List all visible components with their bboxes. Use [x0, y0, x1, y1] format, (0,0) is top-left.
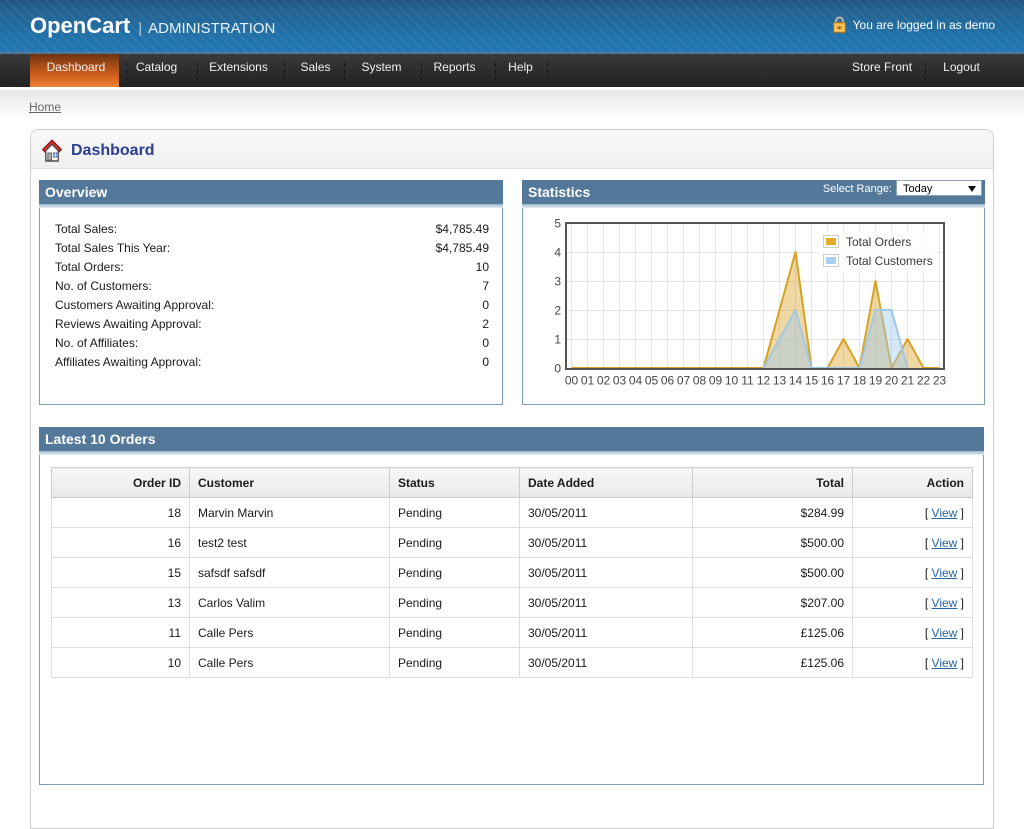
svg-text:20: 20 — [885, 374, 899, 388]
svg-text:03: 03 — [613, 374, 627, 388]
svg-text:3: 3 — [554, 275, 561, 289]
svg-text:0: 0 — [554, 362, 561, 376]
svg-text:05: 05 — [645, 374, 659, 388]
svg-text:06: 06 — [661, 374, 675, 388]
svg-text:08: 08 — [693, 374, 707, 388]
svg-text:10: 10 — [725, 374, 739, 388]
svg-text:13: 13 — [773, 374, 787, 388]
svg-text:17: 17 — [837, 374, 851, 388]
svg-text:4: 4 — [554, 246, 561, 260]
svg-text:14: 14 — [789, 374, 803, 388]
svg-text:1: 1 — [554, 333, 561, 347]
svg-text:07: 07 — [677, 374, 691, 388]
svg-text:15: 15 — [805, 374, 819, 388]
svg-text:19: 19 — [869, 374, 883, 388]
svg-text:Total Customers: Total Customers — [846, 254, 933, 268]
svg-text:2: 2 — [554, 304, 561, 318]
svg-text:12: 12 — [757, 374, 771, 388]
svg-text:04: 04 — [629, 374, 643, 388]
svg-text:00: 00 — [565, 374, 579, 388]
svg-text:21: 21 — [901, 374, 915, 388]
svg-text:23: 23 — [933, 374, 947, 388]
svg-text:01: 01 — [581, 374, 595, 388]
svg-text:18: 18 — [853, 374, 867, 388]
svg-text:Total Orders: Total Orders — [846, 235, 911, 249]
svg-text:02: 02 — [597, 374, 611, 388]
svg-text:11: 11 — [741, 374, 754, 388]
svg-text:09: 09 — [709, 374, 723, 388]
svg-text:22: 22 — [917, 374, 931, 388]
svg-text:5: 5 — [554, 217, 561, 231]
svg-text:16: 16 — [821, 374, 835, 388]
